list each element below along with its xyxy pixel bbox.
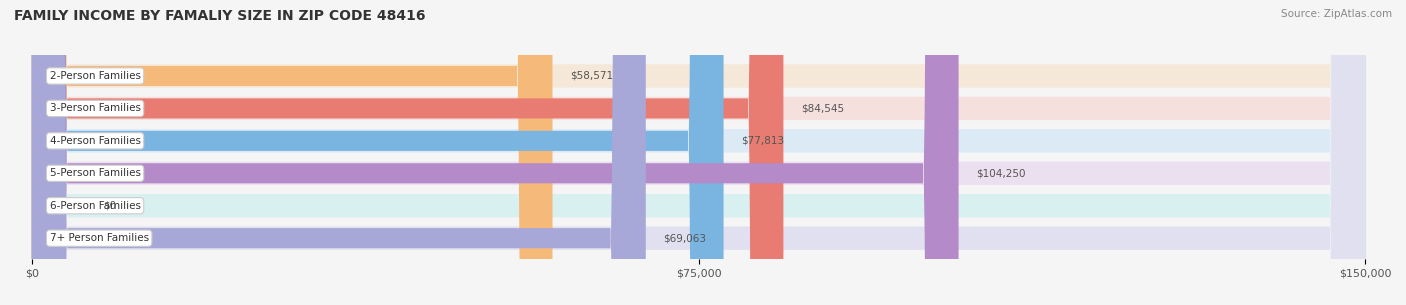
FancyBboxPatch shape bbox=[32, 0, 1365, 305]
FancyBboxPatch shape bbox=[32, 0, 1365, 305]
Text: Source: ZipAtlas.com: Source: ZipAtlas.com bbox=[1281, 9, 1392, 19]
FancyBboxPatch shape bbox=[32, 0, 959, 305]
FancyBboxPatch shape bbox=[32, 0, 1365, 305]
Text: $58,571: $58,571 bbox=[571, 71, 613, 81]
Text: $104,250: $104,250 bbox=[976, 168, 1026, 178]
Text: $0: $0 bbox=[103, 201, 117, 211]
Text: $84,545: $84,545 bbox=[801, 103, 845, 113]
FancyBboxPatch shape bbox=[32, 0, 1365, 305]
Text: 5-Person Families: 5-Person Families bbox=[49, 168, 141, 178]
Text: $69,063: $69,063 bbox=[664, 233, 707, 243]
Text: FAMILY INCOME BY FAMALIY SIZE IN ZIP CODE 48416: FAMILY INCOME BY FAMALIY SIZE IN ZIP COD… bbox=[14, 9, 426, 23]
FancyBboxPatch shape bbox=[32, 0, 1365, 305]
Text: 2-Person Families: 2-Person Families bbox=[49, 71, 141, 81]
Text: 3-Person Families: 3-Person Families bbox=[49, 103, 141, 113]
Text: $77,813: $77,813 bbox=[741, 136, 785, 146]
Text: 6-Person Families: 6-Person Families bbox=[49, 201, 141, 211]
Text: 7+ Person Families: 7+ Person Families bbox=[49, 233, 149, 243]
FancyBboxPatch shape bbox=[32, 0, 645, 305]
Text: 4-Person Families: 4-Person Families bbox=[49, 136, 141, 146]
FancyBboxPatch shape bbox=[32, 0, 724, 305]
FancyBboxPatch shape bbox=[32, 0, 1365, 305]
FancyBboxPatch shape bbox=[32, 0, 783, 305]
FancyBboxPatch shape bbox=[32, 0, 553, 305]
